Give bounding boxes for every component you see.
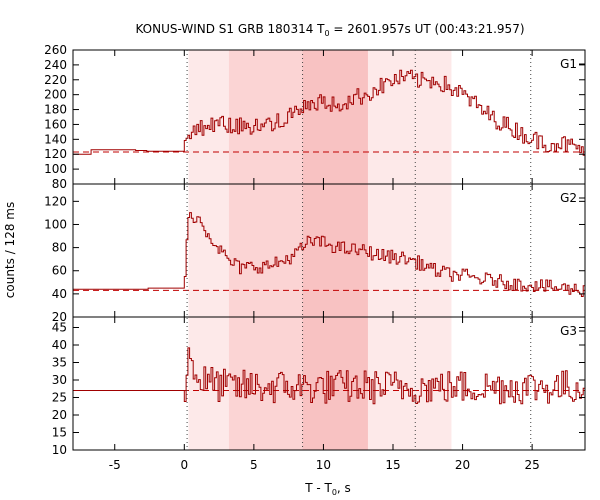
y-tick-label: 200 — [44, 88, 67, 102]
y-tick-label: 140 — [44, 132, 67, 146]
y-axis-label: counts / 128 ms — [3, 202, 17, 298]
y-tick-label: 15 — [52, 426, 67, 440]
x-axis-ticks: -5 0 5 10 15 20 25 — [109, 458, 540, 472]
x-axis-label: T - T0, s — [304, 481, 351, 497]
x-tick-label: 20 — [455, 458, 470, 472]
y-tick-label: 45 — [52, 321, 67, 335]
panel-frame — [72, 316, 586, 451]
y-tick-label: 20 — [52, 310, 67, 324]
light-curve-g2 — [73, 212, 585, 297]
panel-label: G3 — [560, 324, 577, 338]
y-tick-label: 100 — [44, 162, 67, 176]
y-tick-label: 10 — [52, 443, 67, 457]
y-tick-label: 260 — [44, 43, 67, 57]
x-tick-label: -5 — [109, 458, 121, 472]
y-tick-label: 180 — [44, 103, 67, 117]
y-tick-label: 40 — [52, 338, 67, 352]
panel-label: G1 — [560, 57, 577, 71]
panel-g3: 10 15 20 25 30 35 40 45 G3 — [52, 316, 586, 457]
y-tick-label: 35 — [52, 356, 67, 370]
panels: 80100120140160180200220240260G1204060801… — [44, 43, 586, 457]
y-tick-label: 100 — [44, 217, 67, 231]
y-tick-label: 240 — [44, 58, 67, 72]
light-curve-g3 — [73, 347, 585, 405]
y-tick-label: 20 — [52, 408, 67, 422]
y-tick-label: 60 — [52, 264, 67, 278]
y-tick-label: 120 — [44, 147, 67, 161]
x-tick-label: 5 — [250, 458, 258, 472]
y-tick-label: 80 — [52, 241, 67, 255]
y-tick-label: 120 — [44, 194, 67, 208]
vertical-markers — [186, 50, 532, 450]
x-tick-label: 0 — [180, 458, 188, 472]
x-tick-label: 10 — [316, 458, 331, 472]
y-tick-label: 30 — [52, 373, 67, 387]
x-tick-label: 25 — [524, 458, 539, 472]
y-tick-label: 220 — [44, 73, 67, 87]
light-curve-g1 — [73, 69, 585, 156]
y-tick-label: 160 — [44, 117, 67, 131]
panel-label: G2 — [560, 191, 577, 205]
x-tick-label: 15 — [385, 458, 400, 472]
y-tick-label: 25 — [52, 391, 67, 405]
y-tick-label: 80 — [52, 177, 67, 191]
y-tick-label: 40 — [52, 287, 67, 301]
chart-title: KONUS-WIND S1 GRB 180314 T0 = 2601.957s … — [135, 22, 524, 38]
